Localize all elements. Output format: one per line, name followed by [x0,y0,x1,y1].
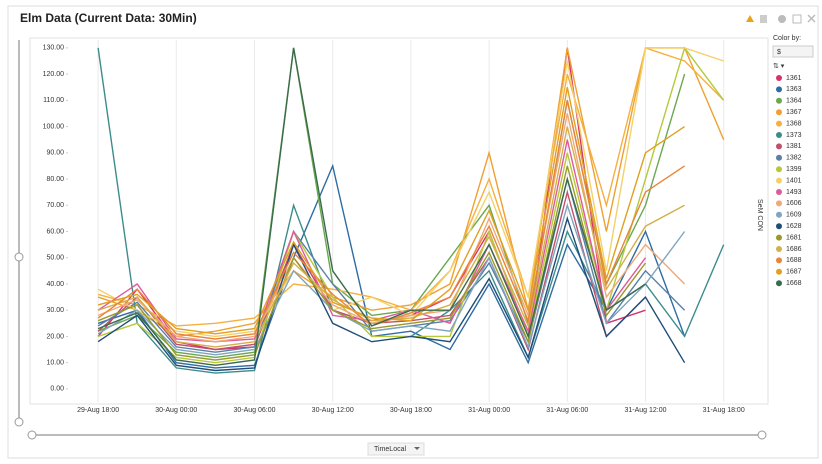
legend-title: Color by: [773,35,801,42]
legend-swatch [776,143,782,150]
legend-swatch [776,120,782,127]
y-tick-label: 130.00 [43,45,65,52]
x-tick-label: 29-Aug 18:00 [77,407,119,414]
x-tick-label: 31-Aug 12:00 [624,407,666,414]
series-line [97,216,686,372]
close-icon[interactable] [807,14,816,23]
legend-swatch [776,234,782,241]
legend-swatch [776,257,782,264]
legend-label: 1367 [786,109,802,116]
settings-icon[interactable] [778,15,786,23]
slider-handle[interactable] [14,252,24,262]
y-tick-label: 40.00 [46,281,64,288]
legend-swatch [776,132,782,138]
y-tick-label: 10.00 [46,359,64,366]
plot-frame [29,37,769,405]
legend-label: 1364 [786,98,802,105]
y-tick-label: 80.00 [46,176,64,183]
legend-label: 1668 [786,280,802,287]
y-tick-label: 0.00 [50,386,64,393]
x-tick-label: 30-Aug 06:00 [233,407,275,414]
warning-icon[interactable] [746,15,754,22]
legend-label: 1381 [786,143,802,150]
legend-swatch [776,200,782,207]
legend-swatch [776,154,782,161]
sort-icon[interactable]: ⇅ ▾ [773,63,785,70]
y-tick-label: 60.00 [46,228,64,235]
legend-label: 1399 [786,166,802,173]
y-tick-label: 90.00 [46,150,64,157]
legend-label: 1382 [786,155,802,162]
x-axis-label: TimeLocal [374,446,406,453]
lines [97,46,725,374]
x-tick-label: 30-Aug 00:00 [155,407,197,414]
chart-title: Elm Data (Current Data: 30Min) [20,11,197,25]
legend-swatch [776,109,782,116]
legend-label: 1606 [786,200,802,207]
legend-label: 1628 [786,223,802,230]
series-line [97,202,686,356]
h-slider[interactable] [27,430,767,440]
icon[interactable] [760,15,767,23]
series-line [97,47,725,338]
legend-swatch [776,246,782,252]
legend-swatch [776,166,782,173]
y-tick-label: 120.00 [43,71,65,78]
slider-handle[interactable] [14,417,24,427]
x-axis-selector[interactable] [367,442,425,456]
legend-swatch [776,97,782,104]
y-tick-label: 30.00 [46,307,64,314]
y-tick-label: 20.00 [46,333,64,340]
dropdown-arrow [414,447,420,450]
slider-handle[interactable] [27,430,37,440]
color-by-value: $ [777,49,781,56]
series-line [97,87,685,335]
legend-label: 1493 [786,189,802,196]
x-tick-label: 31-Aug 06:00 [546,407,588,414]
legend-label: 1609 [786,212,802,219]
legend-label: 1373 [786,132,802,139]
legend-swatch [776,280,782,287]
x-tick-label: 30-Aug 18:00 [390,407,432,414]
v-slider[interactable] [14,40,24,427]
legend-label: 1681 [786,234,802,241]
y-tick-label: 50.00 [46,255,64,262]
color-by-selector[interactable] [772,45,814,58]
maximize-icon[interactable] [792,14,802,24]
x-tick-label: 31-Aug 18:00 [703,407,745,414]
y-tick-label: 100.00 [43,123,65,130]
legend-swatch [776,268,782,275]
legend-label: 1401 [786,177,802,184]
legend-swatch [776,86,782,93]
x-tick-label: 30-Aug 12:00 [312,407,354,414]
legend-label: 1686 [786,246,802,253]
legend: 1361 1363 1364 1367 1368 1373 1381 1382 1399 1401… [776,75,802,287]
y-tick-label: 70.00 [46,202,64,209]
legend-label: 1687 [786,269,802,276]
labels: 0.00 10.00 20.00 30.00 40.00 50.00 60.00 70.00 8… [43,45,745,414]
slider-handle[interactable] [757,430,767,440]
legend-label: 1688 [786,257,802,264]
y-axis-label: SeM CON [756,199,763,231]
series-line [97,165,647,361]
legend-label: 1363 [786,86,802,93]
legend-swatch [776,75,782,81]
legend-swatch [776,177,782,184]
legend-label: 1361 [786,75,802,82]
y-tick-label: 110.00 [43,97,64,104]
x-tick-label: 31-Aug 00:00 [468,407,510,414]
series-line [97,47,646,367]
legend-label: 1368 [786,120,802,127]
toolbar [746,14,816,24]
legend-swatch [776,223,782,230]
legend-swatch [776,189,782,195]
legend-swatch [776,211,782,218]
